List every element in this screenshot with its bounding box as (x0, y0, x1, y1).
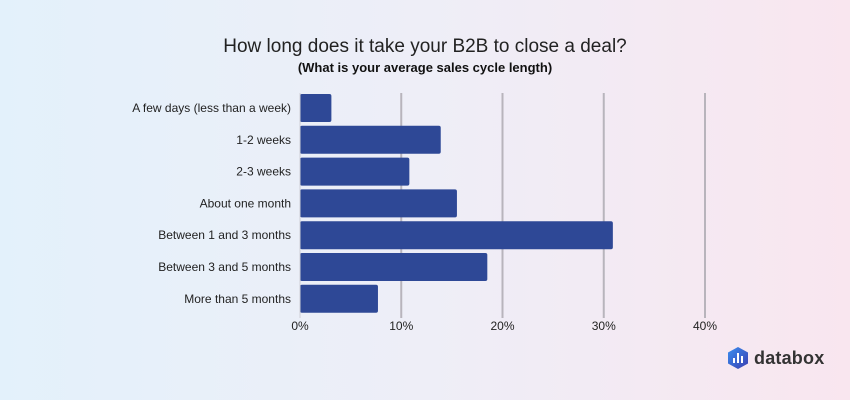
x-tick-label: 30% (592, 319, 616, 333)
category-label: About one month (200, 196, 291, 210)
category-label: 2-3 weeks (236, 165, 291, 179)
x-tick-label: 10% (389, 319, 413, 333)
bar (300, 284, 378, 313)
chart-subtitle: (What is your average sales cycle length… (297, 60, 553, 75)
x-tick-label: 0% (291, 319, 309, 333)
databox-logo: databox (728, 347, 824, 369)
bar (300, 125, 441, 154)
chart-title: How long does it take your B2B to close … (223, 36, 627, 57)
x-tick-label: 40% (693, 319, 717, 333)
brand-name: databox (754, 347, 825, 368)
bar (300, 189, 457, 218)
bar (300, 94, 332, 122)
bar (300, 157, 410, 186)
databox-logo-icon (728, 347, 748, 369)
category-label: Between 3 and 5 months (158, 260, 291, 274)
category-label: A few days (less than a week) (132, 101, 291, 115)
bar (300, 253, 488, 281)
x-tick-label: 20% (490, 319, 514, 333)
category-label: 1-2 weeks (236, 133, 291, 147)
category-label: More than 5 months (184, 292, 291, 306)
bar (300, 221, 613, 250)
category-label: Between 1 and 3 months (158, 228, 291, 242)
